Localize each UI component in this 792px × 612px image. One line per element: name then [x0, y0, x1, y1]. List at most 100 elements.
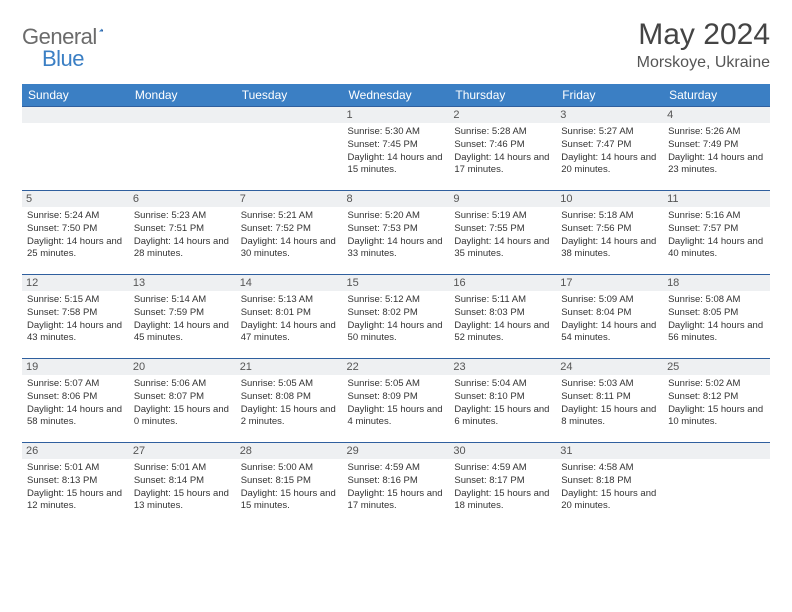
day-details: Sunrise: 5:16 AMSunset: 7:57 PMDaylight:… — [668, 210, 765, 261]
day-cell: 22 Sunrise: 5:05 AMSunset: 8:09 PMDayligh… — [343, 359, 450, 443]
day-details: Sunrise: 5:27 AMSunset: 7:47 PMDaylight:… — [561, 126, 658, 177]
day-cell: 29Sunrise: 4:59 AMSunset: 8:16 PMDayligh… — [343, 443, 450, 527]
day-cell: 26 Sunrise: 5:01 AMSunset: 8:13 PMDayligh… — [22, 443, 129, 527]
day-number: 24 — [556, 359, 663, 375]
day-number: 28 — [236, 443, 343, 459]
day-details: Sunrise: 5:30 AMSunset: 7:45 PMDaylight:… — [348, 126, 445, 177]
day-number: 8 — [343, 191, 450, 207]
day-number: 6 — [129, 191, 236, 207]
title-block: May 2024 Morskoye, Ukraine — [637, 18, 770, 72]
day-cell: 23 Sunrise: 5:04 AMSunset: 8:10 PMDayligh… — [449, 359, 556, 443]
day-number: 17 — [556, 275, 663, 291]
day-details: Sunrise: 5:09 AMSunset: 8:04 PMDaylight:… — [561, 294, 658, 345]
dow-cell: Tuesday — [236, 84, 343, 107]
brand-part2: Blue — [42, 46, 84, 72]
week-row: 5 Sunrise: 5:24 AMSunset: 7:50 PMDaylight… — [22, 191, 770, 275]
day-number: 10 — [556, 191, 663, 207]
day-number: 1 — [343, 107, 450, 123]
day-cell — [236, 107, 343, 191]
day-number: 25 — [663, 359, 770, 375]
day-cell: 25 Sunrise: 5:02 AMSunset: 8:12 PMDayligh… — [663, 359, 770, 443]
day-number: 18 — [663, 275, 770, 291]
day-cell: 4 Sunrise: 5:26 AMSunset: 7:49 PMDaylight… — [663, 107, 770, 191]
day-number: 7 — [236, 191, 343, 207]
day-details: Sunrise: 5:11 AMSunset: 8:03 PMDaylight:… — [454, 294, 551, 345]
day-cell: 13 Sunrise: 5:14 AMSunset: 7:59 PMDayligh… — [129, 275, 236, 359]
day-cell: 9 Sunrise: 5:19 AMSunset: 7:55 PMDaylight… — [449, 191, 556, 275]
day-cell — [663, 443, 770, 527]
day-details: Sunrise: 5:07 AMSunset: 8:06 PMDaylight:… — [27, 378, 124, 429]
dow-cell: Friday — [556, 84, 663, 107]
day-cell: 28 Sunrise: 5:00 AMSunset: 8:15 PMDayligh… — [236, 443, 343, 527]
day-details: Sunrise: 4:59 AMSunset: 8:17 PMDaylight:… — [454, 462, 551, 513]
day-number: 21 — [236, 359, 343, 375]
week-row: 19 Sunrise: 5:07 AMSunset: 8:06 PMDayligh… — [22, 359, 770, 443]
day-details: Sunrise: 5:19 AMSunset: 7:55 PMDaylight:… — [454, 210, 551, 261]
day-cell: 11 Sunrise: 5:16 AMSunset: 7:57 PMDayligh… — [663, 191, 770, 275]
day-details: Sunrise: 5:23 AMSunset: 7:51 PMDaylight:… — [134, 210, 231, 261]
day-cell: 18 Sunrise: 5:08 AMSunset: 8:05 PMDayligh… — [663, 275, 770, 359]
day-cell — [129, 107, 236, 191]
day-details: Sunrise: 5:01 AMSunset: 8:13 PMDaylight:… — [27, 462, 124, 513]
day-number: 26 — [22, 443, 129, 459]
day-cell: 3 Sunrise: 5:27 AMSunset: 7:47 PMDaylight… — [556, 107, 663, 191]
day-number: 15 — [343, 275, 450, 291]
day-details: Sunrise: 5:04 AMSunset: 8:10 PMDaylight:… — [454, 378, 551, 429]
day-number: 23 — [449, 359, 556, 375]
day-details: Sunrise: 5:06 AMSunset: 8:07 PMDaylight:… — [134, 378, 231, 429]
day-details: Sunrise: 5:05 AMSunset: 8:08 PMDaylight:… — [241, 378, 338, 429]
dow-cell: Wednesday — [343, 84, 450, 107]
empty-day — [236, 107, 343, 123]
empty-day — [663, 443, 770, 459]
dow-cell: Monday — [129, 84, 236, 107]
day-cell — [22, 107, 129, 191]
day-number: 19 — [22, 359, 129, 375]
brand-triangle-icon — [99, 22, 103, 38]
day-cell: 21 Sunrise: 5:05 AMSunset: 8:08 PMDayligh… — [236, 359, 343, 443]
day-number: 13 — [129, 275, 236, 291]
month-title: May 2024 — [637, 18, 770, 52]
day-details: Sunrise: 5:05 AMSunset: 8:09 PMDaylight:… — [348, 378, 445, 429]
week-row: 26 Sunrise: 5:01 AMSunset: 8:13 PMDayligh… — [22, 443, 770, 527]
day-number: 11 — [663, 191, 770, 207]
week-row: 1 Sunrise: 5:30 AMSunset: 7:45 PMDaylight… — [22, 107, 770, 191]
calendar-page: General May 2024 Morskoye, Ukraine Blue … — [0, 0, 792, 527]
day-details: Sunrise: 5:01 AMSunset: 8:14 PMDaylight:… — [134, 462, 231, 513]
day-details: Sunrise: 5:20 AMSunset: 7:53 PMDaylight:… — [348, 210, 445, 261]
day-cell: 30Sunrise: 4:59 AMSunset: 8:17 PMDayligh… — [449, 443, 556, 527]
day-cell: 19 Sunrise: 5:07 AMSunset: 8:06 PMDayligh… — [22, 359, 129, 443]
day-number: 5 — [22, 191, 129, 207]
day-details: Sunrise: 5:08 AMSunset: 8:05 PMDaylight:… — [668, 294, 765, 345]
day-details: Sunrise: 5:02 AMSunset: 8:12 PMDaylight:… — [668, 378, 765, 429]
empty-day — [129, 107, 236, 123]
day-details: Sunrise: 5:13 AMSunset: 8:01 PMDaylight:… — [241, 294, 338, 345]
day-number: 3 — [556, 107, 663, 123]
day-number: 27 — [129, 443, 236, 459]
day-details: Sunrise: 5:18 AMSunset: 7:56 PMDaylight:… — [561, 210, 658, 261]
day-details: Sunrise: 5:28 AMSunset: 7:46 PMDaylight:… — [454, 126, 551, 177]
day-cell: 15Sunrise: 5:12 AMSunset: 8:02 PMDayligh… — [343, 275, 450, 359]
dow-cell: Sunday — [22, 84, 129, 107]
day-number: 22 — [343, 359, 450, 375]
day-number: 20 — [129, 359, 236, 375]
day-cell: 12Sunrise: 5:15 AMSunset: 7:58 PMDayligh… — [22, 275, 129, 359]
day-details: Sunrise: 5:15 AMSunset: 7:58 PMDaylight:… — [27, 294, 124, 345]
day-details: Sunrise: 5:24 AMSunset: 7:50 PMDaylight:… — [27, 210, 124, 261]
day-cell: 24Sunrise: 5:03 AMSunset: 8:11 PMDayligh… — [556, 359, 663, 443]
empty-day — [22, 107, 129, 123]
day-cell: 1 Sunrise: 5:30 AMSunset: 7:45 PMDaylight… — [343, 107, 450, 191]
location-label: Morskoye, Ukraine — [637, 54, 770, 72]
day-details: Sunrise: 5:21 AMSunset: 7:52 PMDaylight:… — [241, 210, 338, 261]
day-cell: 16Sunrise: 5:11 AMSunset: 8:03 PMDayligh… — [449, 275, 556, 359]
day-cell: 6 Sunrise: 5:23 AMSunset: 7:51 PMDaylight… — [129, 191, 236, 275]
day-cell: 8 Sunrise: 5:20 AMSunset: 7:53 PMDaylight… — [343, 191, 450, 275]
day-number: 9 — [449, 191, 556, 207]
day-details: Sunrise: 4:59 AMSunset: 8:16 PMDaylight:… — [348, 462, 445, 513]
day-details: Sunrise: 5:26 AMSunset: 7:49 PMDaylight:… — [668, 126, 765, 177]
day-number: 4 — [663, 107, 770, 123]
day-cell: 17 Sunrise: 5:09 AMSunset: 8:04 PMDayligh… — [556, 275, 663, 359]
day-number: 31 — [556, 443, 663, 459]
day-details: Sunrise: 5:00 AMSunset: 8:15 PMDaylight:… — [241, 462, 338, 513]
day-details: Sunrise: 5:14 AMSunset: 7:59 PMDaylight:… — [134, 294, 231, 345]
day-cell: 27 Sunrise: 5:01 AMSunset: 8:14 PMDayligh… — [129, 443, 236, 527]
